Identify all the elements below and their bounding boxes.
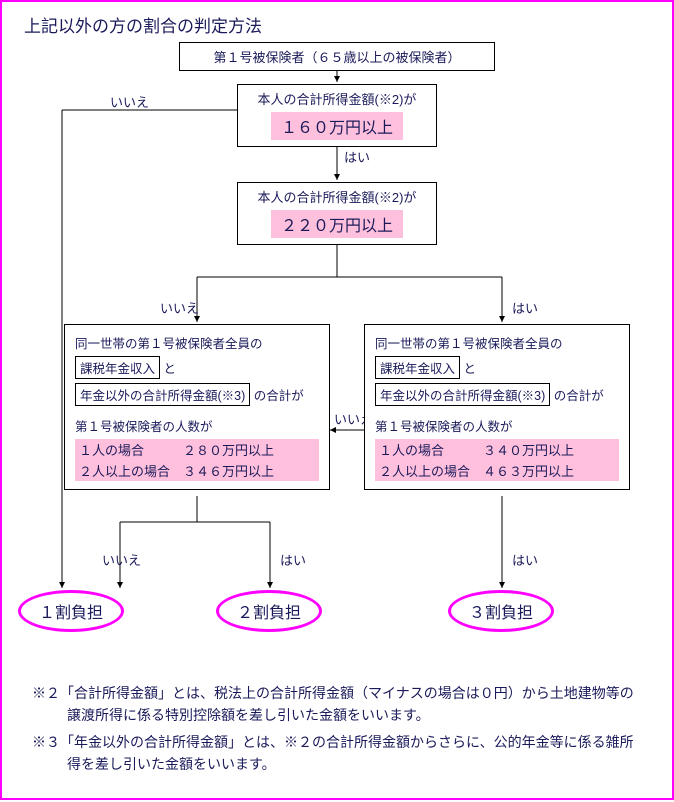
cond-left-a1: １人の場合 ２８０万円以上: [75, 439, 319, 460]
cond-right-l2: 第１号被保険者の人数が: [375, 416, 619, 435]
cond-left-l1: 同一世帯の第１号被保険者全員の: [75, 333, 319, 352]
cond-right-b2: 年金以外の合計所得金額(※3): [375, 383, 550, 406]
node-220-label: 本人の合計所得金額(※2)が: [238, 187, 436, 206]
label-no-4: いいえ: [102, 550, 141, 569]
cond-left: 同一世帯の第１号被保険者全員の 課税年金収入 と 年金以外の合計所得金額(※3)…: [64, 324, 330, 490]
result-1-text: １割負担: [39, 599, 103, 623]
label-yes-2: はい: [512, 298, 538, 317]
label-yes-4: はい: [512, 550, 538, 569]
node-220-amount: ２２０万円以上: [271, 210, 403, 238]
node-220: 本人の合計所得金額(※2)が ２２０万円以上: [237, 182, 437, 245]
label-yes-1: はい: [344, 147, 370, 166]
node-160-amount: １６０万円以上: [271, 112, 403, 140]
note-3: ※３「年金以外の合計所得金額」とは、※２の合計所得金額からさらに、公的年金等に係…: [32, 731, 642, 776]
cond-left-b1: 課税年金収入: [75, 356, 160, 379]
cond-right-l1: 同一世帯の第１号被保険者全員の: [375, 333, 619, 352]
node-160: 本人の合計所得金額(※2)が １６０万円以上: [237, 84, 437, 147]
result-1: １割負担: [18, 590, 124, 632]
cond-left-suf: の合計が: [254, 389, 304, 403]
result-2: ２割負担: [216, 590, 322, 632]
label-no-1: いいえ: [110, 92, 149, 111]
diagram-frame: 上記以外の方の割合の判定方法 いいえ はい いいえ はい いいえ いいえ: [0, 0, 674, 800]
cond-right: 同一世帯の第１号被保険者全員の 課税年金収入 と 年金以外の合計所得金額(※3)…: [364, 324, 630, 490]
result-2-text: ２割負担: [237, 599, 301, 623]
result-3: ３割負担: [448, 590, 554, 632]
result-3-text: ３割負担: [469, 599, 533, 623]
cond-left-a2: ２人以上の場合 ３４６万円以上: [75, 460, 319, 481]
node-top: 第１号被保険者（６５歳以上の被保険者）: [179, 42, 495, 71]
footnotes: ※２「合計所得金額」とは、税法上の合計所得金額（マイナスの場合は０円）から土地建…: [32, 682, 642, 780]
diagram-title: 上記以外の方の割合の判定方法: [24, 12, 262, 37]
label-no-2: いいえ: [160, 298, 199, 317]
cond-right-b1: 課税年金収入: [375, 356, 460, 379]
cond-left-and: と: [164, 362, 177, 376]
cond-left-l2: 第１号被保険者の人数が: [75, 416, 319, 435]
cond-right-a2: ２人以上の場合 ４６３万円以上: [375, 460, 619, 481]
node-top-text: 第１号被保険者（６５歳以上の被保険者）: [213, 50, 460, 65]
note-2: ※２「合計所得金額」とは、税法上の合計所得金額（マイナスの場合は０円）から土地建…: [32, 682, 642, 727]
cond-right-suf: の合計が: [554, 389, 604, 403]
cond-right-and: と: [464, 362, 477, 376]
cond-right-a1: １人の場合 ３４０万円以上: [375, 439, 619, 460]
node-160-label: 本人の合計所得金額(※2)が: [238, 89, 436, 108]
label-yes-3: はい: [280, 550, 306, 569]
cond-left-b2: 年金以外の合計所得金額(※3): [75, 383, 250, 406]
